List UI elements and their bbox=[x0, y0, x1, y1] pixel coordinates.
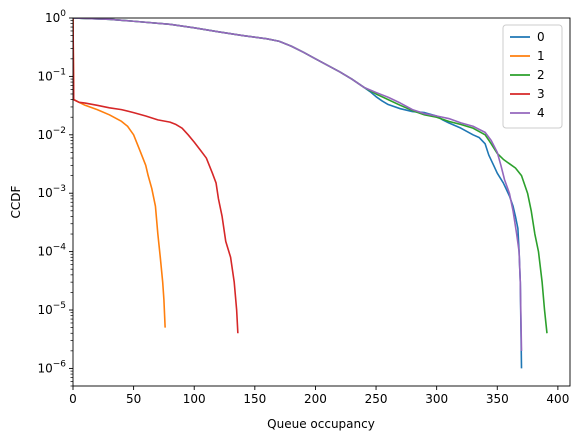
plot-area bbox=[73, 18, 570, 386]
legend-label-4: 4 bbox=[537, 106, 545, 120]
series-line-1 bbox=[73, 18, 166, 328]
x-tick-label: 50 bbox=[126, 392, 141, 406]
y-axis-label: CCDF bbox=[9, 185, 23, 218]
y-axis: 10−6 10−5 10−4 10−3 10−2 10−1 100 bbox=[37, 9, 73, 387]
x-tick-label: 100 bbox=[183, 392, 206, 406]
x-tick-label: 150 bbox=[243, 392, 266, 406]
y-tick-label: 10−1 bbox=[37, 67, 66, 83]
x-tick-label: 200 bbox=[304, 392, 327, 406]
x-tick-label: 250 bbox=[365, 392, 388, 406]
plot-frame bbox=[72, 17, 571, 387]
plot-background bbox=[73, 18, 570, 386]
y-tick-label: 10−5 bbox=[37, 301, 66, 317]
legend-label-0: 0 bbox=[537, 30, 545, 44]
x-axis-label: Queue occupancy bbox=[267, 417, 375, 431]
legend-label-1: 1 bbox=[537, 49, 545, 63]
y-tick-label: 10−6 bbox=[37, 359, 66, 375]
legend-label-2: 2 bbox=[537, 68, 545, 82]
x-tick-label: 400 bbox=[546, 392, 569, 406]
x-tick-label: 300 bbox=[425, 392, 448, 406]
y-tick-label: 100 bbox=[45, 9, 66, 25]
y-tick-label: 10−3 bbox=[37, 184, 66, 200]
series-line-3 bbox=[73, 18, 239, 334]
y-tick-label: 10−4 bbox=[37, 243, 66, 259]
y-tick-label: 10−2 bbox=[37, 126, 66, 142]
legend: 0 1 2 3 4 bbox=[502, 24, 563, 129]
series-layer bbox=[73, 18, 548, 369]
legend-box bbox=[502, 24, 563, 129]
x-axis: 0 50 100 150 200 250 300 350 400 bbox=[69, 386, 569, 406]
series-line-4 bbox=[73, 18, 523, 351]
x-tick-label: 350 bbox=[486, 392, 509, 406]
legend-label-3: 3 bbox=[537, 87, 545, 101]
x-tick-label: 0 bbox=[69, 392, 77, 406]
